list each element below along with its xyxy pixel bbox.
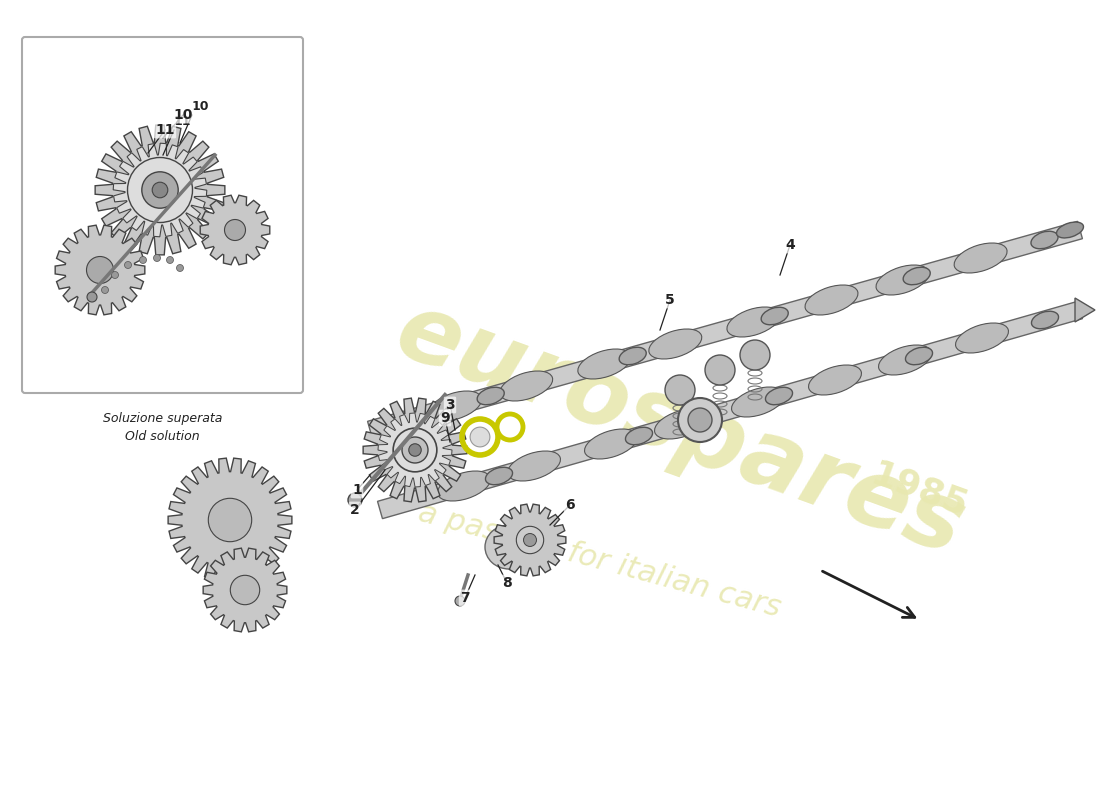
Text: a passion for italian cars: a passion for italian cars — [416, 498, 784, 622]
Ellipse shape — [805, 285, 858, 315]
Circle shape — [154, 254, 161, 262]
Ellipse shape — [727, 307, 780, 337]
Text: 3: 3 — [446, 398, 454, 412]
Text: 9: 9 — [440, 411, 450, 425]
Polygon shape — [168, 458, 292, 582]
Ellipse shape — [1031, 231, 1058, 249]
Ellipse shape — [499, 371, 552, 401]
Circle shape — [111, 271, 119, 278]
Ellipse shape — [954, 243, 1008, 273]
Text: 8: 8 — [502, 576, 512, 590]
Circle shape — [470, 427, 490, 447]
Circle shape — [224, 219, 245, 241]
Polygon shape — [367, 222, 1082, 438]
Text: 11: 11 — [174, 115, 191, 128]
Circle shape — [348, 493, 362, 507]
Text: 11: 11 — [155, 123, 175, 137]
Polygon shape — [55, 225, 145, 315]
Circle shape — [230, 575, 260, 605]
Circle shape — [87, 292, 97, 302]
Ellipse shape — [649, 329, 702, 359]
Circle shape — [688, 408, 712, 432]
Polygon shape — [200, 195, 270, 265]
Ellipse shape — [1032, 311, 1058, 329]
Circle shape — [208, 498, 252, 542]
Ellipse shape — [808, 365, 861, 395]
Text: 5: 5 — [666, 293, 675, 307]
Text: 10: 10 — [174, 108, 192, 122]
Text: 6: 6 — [565, 498, 575, 512]
Polygon shape — [204, 548, 287, 632]
Polygon shape — [113, 143, 207, 237]
Circle shape — [524, 534, 537, 546]
Ellipse shape — [438, 471, 491, 501]
Text: 1985: 1985 — [867, 457, 974, 523]
Text: Old solution: Old solution — [125, 430, 200, 443]
Polygon shape — [363, 398, 466, 502]
Circle shape — [140, 257, 146, 263]
Ellipse shape — [761, 307, 789, 325]
Ellipse shape — [626, 427, 652, 445]
Ellipse shape — [1056, 222, 1084, 238]
Circle shape — [142, 172, 178, 208]
Text: 1: 1 — [352, 483, 362, 497]
Ellipse shape — [485, 467, 513, 485]
Polygon shape — [494, 504, 565, 576]
Circle shape — [705, 355, 735, 385]
Ellipse shape — [903, 267, 931, 285]
Ellipse shape — [766, 387, 792, 405]
Ellipse shape — [879, 345, 932, 375]
Text: eurospares: eurospares — [384, 285, 977, 575]
Circle shape — [502, 540, 516, 554]
Polygon shape — [378, 413, 452, 487]
Circle shape — [101, 286, 109, 294]
Ellipse shape — [429, 391, 482, 421]
Polygon shape — [377, 302, 1082, 518]
Text: 4: 4 — [785, 238, 795, 252]
Circle shape — [124, 262, 132, 269]
Circle shape — [409, 444, 421, 456]
Circle shape — [455, 596, 465, 606]
Text: 2: 2 — [350, 503, 360, 517]
Circle shape — [128, 158, 192, 222]
Text: 10: 10 — [192, 100, 209, 113]
Circle shape — [402, 437, 428, 463]
Ellipse shape — [507, 451, 561, 481]
Polygon shape — [95, 125, 224, 255]
Circle shape — [152, 182, 168, 198]
Ellipse shape — [477, 387, 504, 405]
Polygon shape — [1075, 298, 1094, 322]
Text: Soluzione superata: Soluzione superata — [102, 412, 222, 425]
Ellipse shape — [876, 265, 930, 295]
Ellipse shape — [584, 429, 638, 459]
Ellipse shape — [485, 525, 534, 569]
Circle shape — [516, 526, 543, 554]
Circle shape — [678, 398, 722, 442]
FancyBboxPatch shape — [22, 37, 302, 393]
Ellipse shape — [578, 349, 630, 379]
Ellipse shape — [905, 347, 933, 365]
Circle shape — [166, 257, 174, 263]
Circle shape — [740, 340, 770, 370]
Ellipse shape — [654, 409, 707, 439]
Circle shape — [393, 428, 437, 472]
Circle shape — [176, 265, 184, 271]
Text: 7: 7 — [460, 591, 470, 605]
Ellipse shape — [956, 323, 1009, 353]
Ellipse shape — [619, 347, 646, 365]
Circle shape — [666, 375, 695, 405]
Ellipse shape — [732, 387, 784, 417]
Circle shape — [87, 257, 113, 283]
